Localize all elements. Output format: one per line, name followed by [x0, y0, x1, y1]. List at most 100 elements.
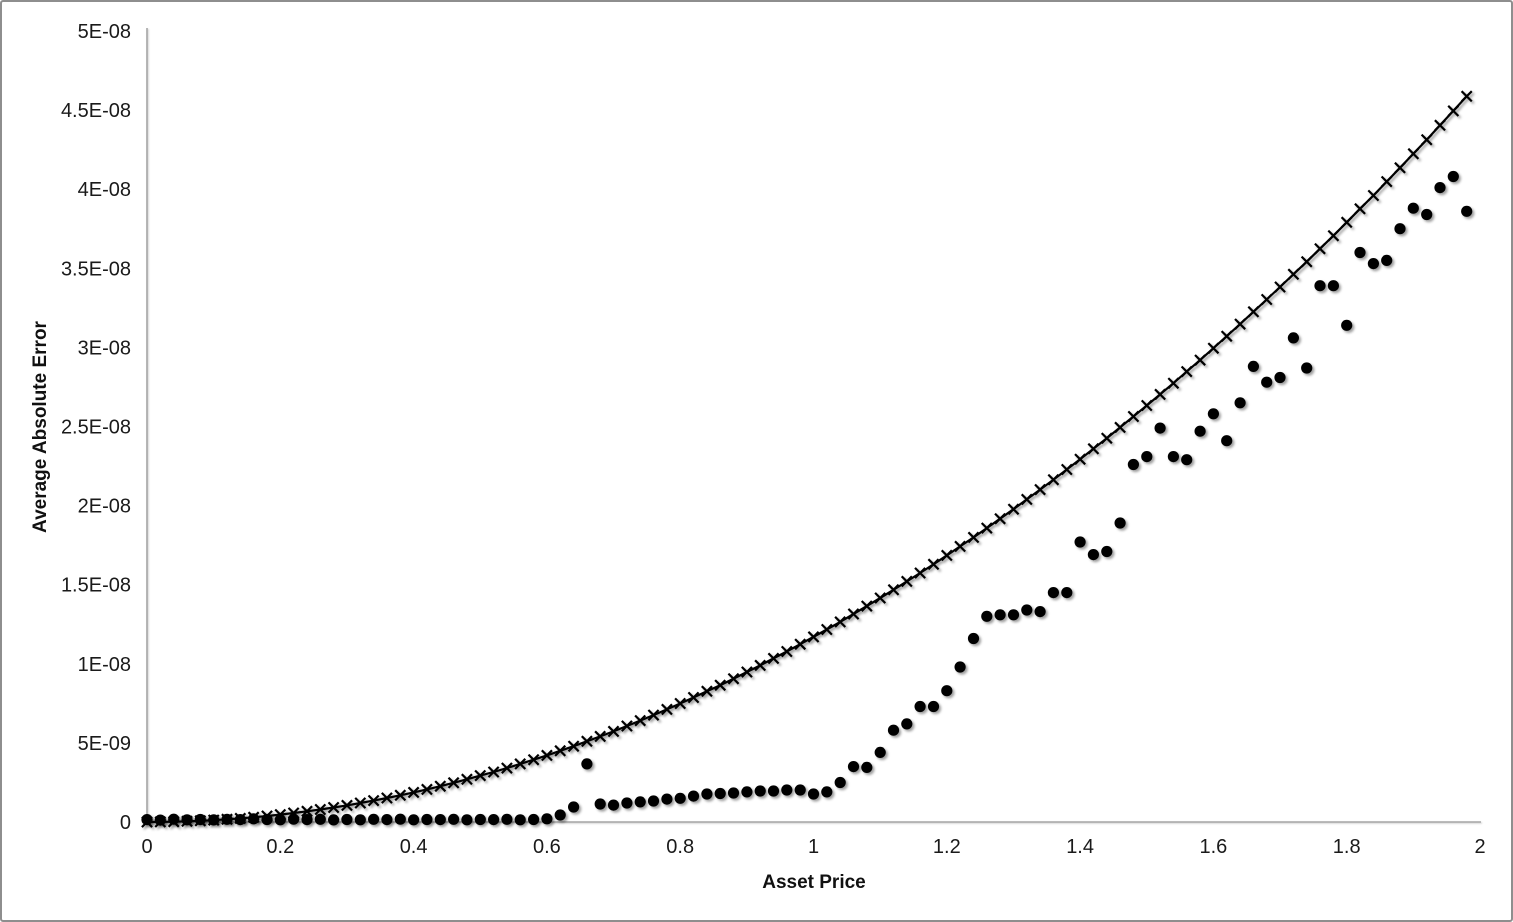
- y-tick-label: 5E-09: [78, 733, 131, 755]
- y-tick-label: 5E-08: [78, 21, 131, 43]
- dot-marker: [394, 813, 406, 825]
- dot-marker: [221, 813, 233, 825]
- dot-marker: [488, 814, 500, 826]
- dot-marker: [1234, 397, 1246, 409]
- dot-marker: [634, 796, 646, 808]
- x-axis-title: Asset Price: [762, 872, 866, 893]
- dot-marker: [408, 814, 420, 826]
- dot-marker: [1421, 208, 1433, 221]
- x-marker: [940, 549, 953, 562]
- x-marker: [1327, 229, 1340, 242]
- x-tick-label: 0.2: [266, 836, 294, 858]
- x-marker: [874, 592, 887, 604]
- x-marker: [701, 685, 713, 698]
- x-tick-labels: 0 0.2 0.4 0.6 0.8 1 1.2 1.4 1.6 1.8 2: [141, 836, 1485, 858]
- dot-marker: [1341, 319, 1353, 331]
- x-marker: [914, 567, 926, 579]
- dot-marker: [994, 609, 1006, 621]
- dot-marker: [727, 787, 740, 799]
- x-marker: [367, 794, 380, 807]
- dot-marker: [234, 814, 246, 826]
- dot-marker: [261, 813, 273, 826]
- x-tick-label: 2: [1474, 836, 1485, 858]
- dot-marker: [301, 814, 313, 826]
- dot-marker: [328, 814, 340, 826]
- x-marker: [1180, 365, 1193, 378]
- dot-marker: [1381, 254, 1393, 266]
- x-marker: [327, 801, 340, 814]
- dot-marker: [314, 813, 326, 825]
- x-marker: [1434, 119, 1446, 132]
- dot-marker: [1074, 536, 1086, 548]
- y-tick-label: 0: [120, 812, 131, 834]
- x-marker: [1194, 354, 1206, 366]
- dot-marker: [1287, 332, 1299, 344]
- x-marker: [1114, 421, 1126, 434]
- x-marker: [314, 803, 327, 816]
- dot-marker: [434, 814, 446, 826]
- x-axis: 0 0.2 0.4 0.6 0.8 1 1.2 1.4 1.6 1.8 2 Asset Price: [141, 821, 1486, 893]
- y-tick-labels: 0 5E-09 1E-08 1.5E-08 2E-08 2.5E-08 3E-08 3.5E-…: [61, 21, 131, 834]
- y-tick-label: 2.5E-08: [61, 417, 131, 439]
- dot-marker: [568, 801, 580, 813]
- x-marker: [1340, 216, 1353, 229]
- x-marker: [1367, 189, 1380, 202]
- y-axis-title: Average Absolute Error: [30, 320, 51, 532]
- x-marker: [1167, 377, 1180, 390]
- dot-marker: [168, 813, 180, 825]
- dot-marker: [421, 813, 433, 826]
- dot-marker: [1101, 545, 1113, 558]
- dot-marker: [1461, 205, 1473, 217]
- dot-marker: [834, 776, 846, 789]
- x-marker: [1207, 342, 1220, 355]
- dot-marker: [674, 792, 686, 804]
- dot-marker: [954, 661, 966, 673]
- x-marker: [807, 631, 820, 643]
- dot-marker: [1301, 362, 1313, 374]
- x-marker: [621, 720, 633, 732]
- dot-marker: [1154, 422, 1166, 434]
- dot-marker: [861, 761, 873, 774]
- x-marker: [1274, 281, 1286, 293]
- dot-marker: [208, 814, 220, 826]
- dot-marker: [1141, 451, 1153, 463]
- x-marker: [900, 575, 913, 588]
- x-marker: [634, 714, 647, 727]
- dot-marker: [248, 813, 260, 825]
- x-marker: [434, 780, 447, 793]
- dot-marker: [1221, 435, 1233, 447]
- x-marker: [887, 583, 900, 596]
- x-marker: [820, 623, 833, 636]
- x-tick-label: 0.6: [533, 836, 561, 858]
- dot-marker: [1047, 587, 1059, 599]
- x-marker: [994, 512, 1006, 525]
- x-marker: [1394, 161, 1406, 174]
- dot-marker: [541, 813, 553, 825]
- dot-marker: [714, 787, 726, 800]
- dot-marker: [1447, 170, 1459, 183]
- x-marker: [527, 753, 540, 766]
- dot-marker: [1167, 451, 1179, 463]
- dot-marker: [194, 813, 206, 826]
- dot-marker: [807, 788, 820, 800]
- x-marker: [754, 659, 767, 672]
- dot-marker: [1407, 202, 1419, 214]
- x-marker: [541, 749, 553, 762]
- dot-marker: [887, 724, 900, 736]
- dot-marker: [1181, 454, 1193, 466]
- y-tick-label: 4E-08: [78, 179, 131, 201]
- x-marker: [847, 608, 860, 620]
- dot-marker: [381, 814, 393, 826]
- x-tick-label: 1.4: [1066, 836, 1094, 858]
- dot-marker: [554, 809, 566, 821]
- dot-marker: [901, 718, 913, 730]
- dot-marker: [288, 813, 300, 825]
- dot-marker: [1261, 376, 1273, 388]
- dot-marker: [1367, 258, 1379, 270]
- x-marker: [1047, 473, 1060, 486]
- x-marker: [1447, 105, 1460, 117]
- dot-marker: [1207, 408, 1219, 420]
- x-marker: [407, 786, 420, 799]
- dot-marker: [687, 790, 700, 802]
